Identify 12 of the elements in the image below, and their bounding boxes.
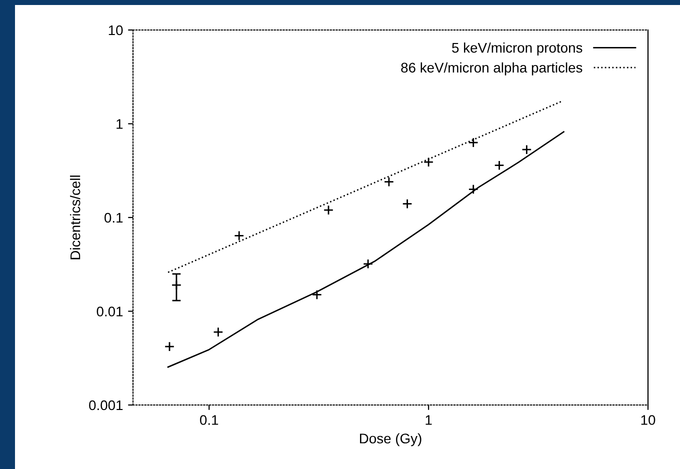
x-tick-label: 10 bbox=[641, 415, 656, 425]
y-tick-label: 1 bbox=[116, 119, 123, 129]
y-tick-label: 10 bbox=[108, 25, 123, 36]
y-tick-label: 0.1 bbox=[104, 212, 123, 223]
x-tick-label: 1 bbox=[426, 415, 432, 425]
legend-label: 86 keV/micron alpha particles bbox=[401, 62, 582, 76]
x-axis-title: Dose (Gy) bbox=[360, 433, 422, 446]
y-tick-label: 0.01 bbox=[96, 306, 123, 316]
legend-label: 5 keV/micron protons bbox=[452, 42, 582, 56]
x-tick-label: 0.1 bbox=[200, 415, 218, 425]
y-tick-label: 0.001 bbox=[89, 400, 123, 410]
y-axis-title: Dicentrics/cell bbox=[70, 176, 80, 260]
